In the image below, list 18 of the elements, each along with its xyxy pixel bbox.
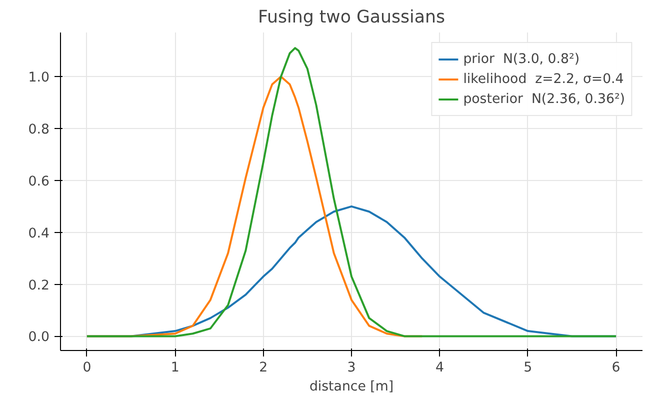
y-tick-label: 0.8	[28, 122, 50, 138]
x-tick-label: 3	[347, 360, 356, 376]
x-tick-label: 1	[170, 360, 180, 376]
x-tick-label: 0	[82, 360, 92, 376]
y-tick-label: 0.0	[28, 330, 50, 346]
legend-label: prior N(3.0, 0.8²)	[463, 52, 580, 66]
x-tick-label: 6	[612, 360, 620, 376]
x-tick-label: 2	[259, 360, 268, 376]
y-tick-label: 0.2	[28, 278, 50, 294]
chart-title: Fusing two Gaussians	[258, 8, 445, 28]
legend-label: likelihood z=2.2, σ=0.4	[463, 72, 624, 86]
x-tick-label: 4	[435, 360, 444, 376]
y-tick-label: 0.4	[28, 226, 50, 242]
x-axis-title: distance [m]	[309, 380, 394, 394]
y-tick-label: 0.6	[28, 174, 50, 190]
y-tick-label: 1.0	[28, 70, 50, 86]
legend-label: posterior N(2.36, 0.36²)	[463, 92, 625, 106]
x-tick-label: 5	[524, 360, 532, 376]
